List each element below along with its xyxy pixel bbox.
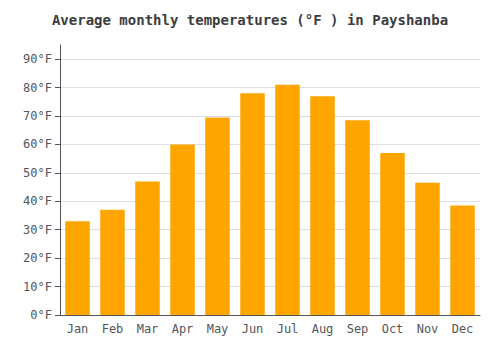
- svg-text:60°F: 60°F: [23, 137, 52, 151]
- svg-text:Dec: Dec: [452, 322, 474, 336]
- svg-text:Average monthly temperatures (: Average monthly temperatures (°F ) in Pa…: [52, 12, 448, 28]
- svg-text:May: May: [207, 322, 229, 336]
- svg-text:Nov: Nov: [417, 322, 439, 336]
- svg-text:30°F: 30°F: [23, 223, 52, 237]
- svg-text:10°F: 10°F: [23, 280, 52, 294]
- svg-text:20°F: 20°F: [23, 251, 52, 265]
- svg-text:Jul: Jul: [277, 322, 299, 336]
- svg-text:50°F: 50°F: [23, 166, 52, 180]
- svg-text:Oct: Oct: [382, 322, 404, 336]
- svg-text:Jan: Jan: [67, 322, 89, 336]
- svg-text:80°F: 80°F: [23, 81, 52, 95]
- svg-text:Apr: Apr: [172, 322, 194, 336]
- svg-text:Aug: Aug: [312, 322, 334, 336]
- svg-text:70°F: 70°F: [23, 109, 52, 123]
- svg-text:90°F: 90°F: [23, 52, 52, 66]
- svg-text:40°F: 40°F: [23, 194, 52, 208]
- svg-text:Jun: Jun: [242, 322, 264, 336]
- svg-text:Sep: Sep: [347, 322, 369, 336]
- svg-text:Feb: Feb: [102, 322, 124, 336]
- svg-text:0°F: 0°F: [30, 308, 52, 322]
- svg-text:Mar: Mar: [137, 322, 159, 336]
